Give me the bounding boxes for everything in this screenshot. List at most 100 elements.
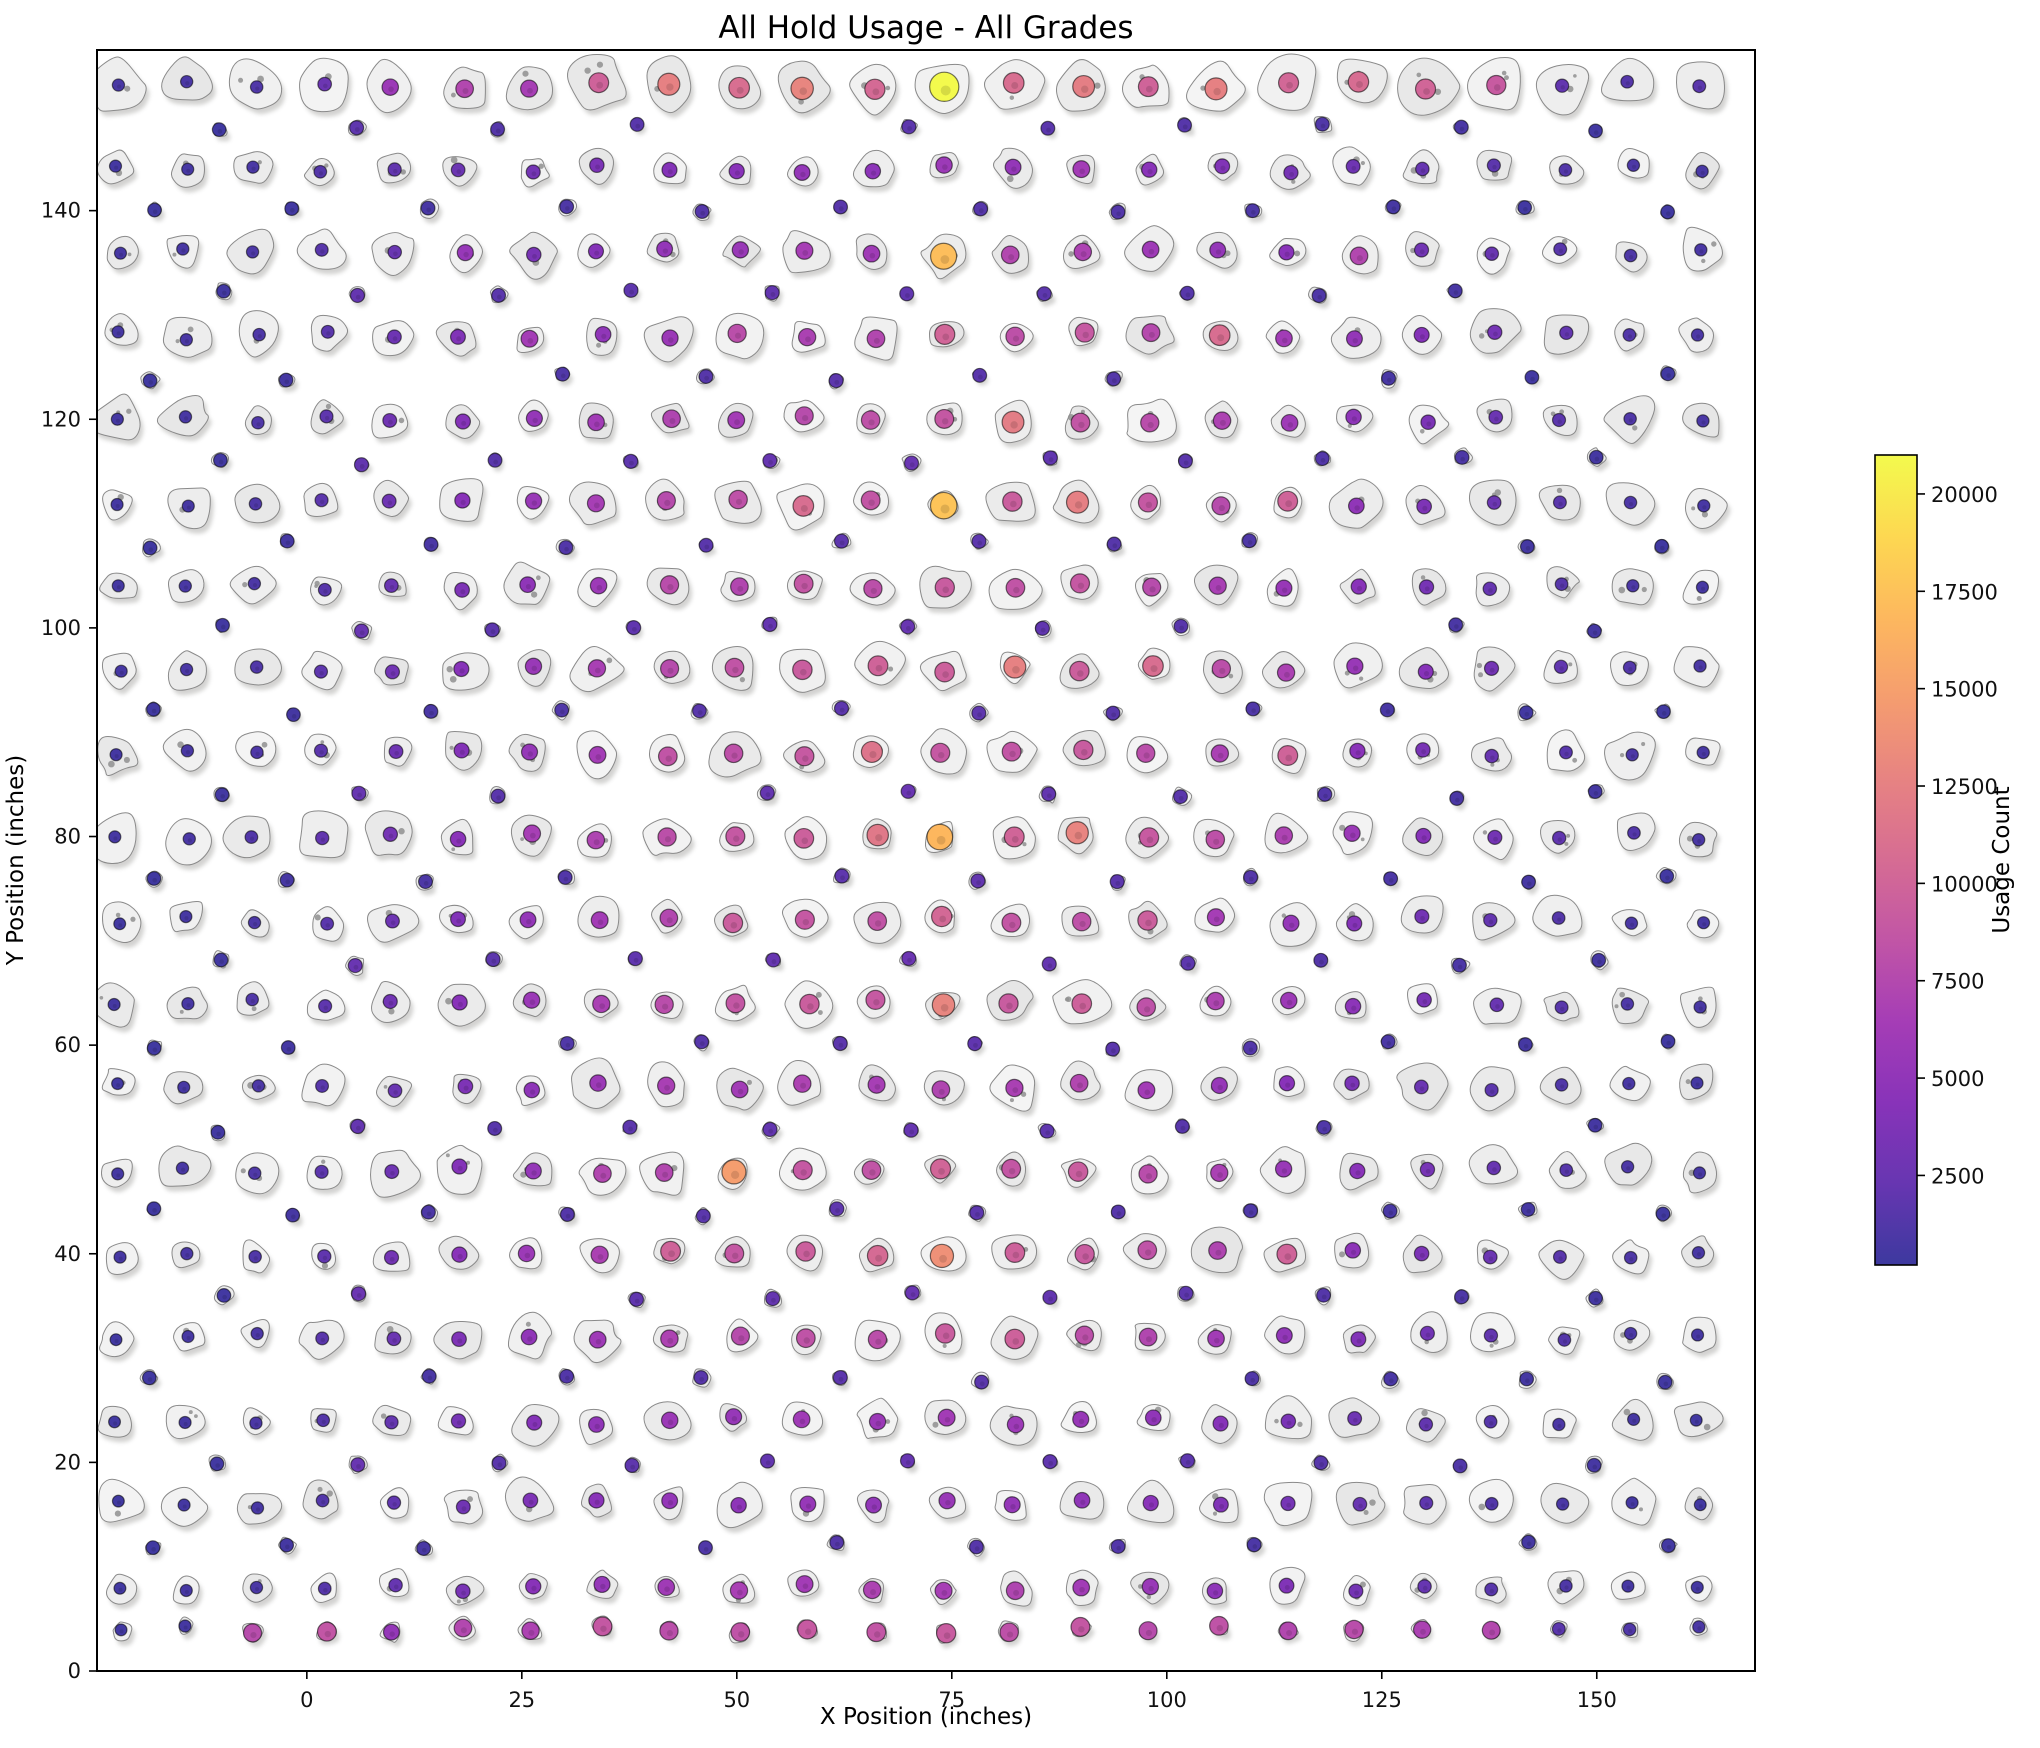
holds-layer xyxy=(98,53,1731,1649)
hold xyxy=(101,901,145,948)
usage-dot xyxy=(588,1416,605,1433)
usage-dot xyxy=(251,1079,266,1093)
usage-dot xyxy=(353,623,370,639)
hold xyxy=(166,235,202,274)
foot-hold xyxy=(1171,617,1193,641)
hold xyxy=(373,479,412,522)
usage-dot xyxy=(1144,1409,1162,1427)
usage-dot xyxy=(245,992,260,1007)
hold xyxy=(791,320,829,358)
hold xyxy=(98,1478,148,1528)
hold xyxy=(1209,1615,1231,1640)
usage-dot xyxy=(793,164,811,182)
hold xyxy=(1127,1479,1177,1528)
foot-hold xyxy=(211,122,231,142)
usage-dot xyxy=(656,240,674,258)
usage-dot xyxy=(998,993,1019,1014)
usage-dot xyxy=(1314,451,1330,467)
foot-hold xyxy=(692,1368,715,1393)
usage-dot xyxy=(1141,240,1160,259)
hold xyxy=(777,1059,824,1111)
foot-hold xyxy=(1178,285,1197,306)
hold xyxy=(379,1568,413,1602)
usage-dot xyxy=(691,703,707,719)
usage-dot xyxy=(792,1410,811,1429)
hold xyxy=(240,909,273,943)
usage-dot xyxy=(317,1581,332,1596)
hold xyxy=(99,1321,138,1362)
foot-hold xyxy=(690,703,712,725)
chart-title: All Hold Usage - All Grades xyxy=(718,10,1134,46)
foot-hold xyxy=(899,286,916,306)
hold xyxy=(1473,646,1519,697)
hold xyxy=(1273,486,1305,523)
usage-dot xyxy=(867,1329,888,1350)
hold xyxy=(646,567,693,610)
foot-hold xyxy=(970,532,992,554)
hold xyxy=(1064,405,1102,445)
hold xyxy=(989,1064,1038,1117)
usage-dot xyxy=(1349,742,1366,760)
foot-hold xyxy=(1313,450,1334,471)
x-tick-label: 150 xyxy=(1577,1688,1617,1712)
hold xyxy=(452,1073,485,1109)
usage-dot xyxy=(929,491,958,520)
hold xyxy=(719,155,755,190)
foot-hold xyxy=(1041,956,1059,975)
usage-dot xyxy=(147,202,162,218)
usage-dot xyxy=(142,540,158,556)
hold xyxy=(591,1615,615,1641)
hold xyxy=(1125,816,1172,863)
x-tick-label: 0 xyxy=(300,1688,313,1712)
foot-hold xyxy=(828,373,847,394)
usage-dot xyxy=(1280,413,1299,432)
usage-dot xyxy=(245,245,260,259)
usage-dot xyxy=(178,410,193,424)
usage-dot xyxy=(1620,1160,1635,1174)
hold xyxy=(1403,1483,1450,1530)
usage-dot xyxy=(491,1455,507,1471)
foot-hold xyxy=(551,700,573,726)
hold xyxy=(1546,566,1583,603)
hold xyxy=(1339,1152,1382,1195)
foot-hold xyxy=(485,951,506,972)
hold xyxy=(310,399,347,439)
usage-dot xyxy=(728,489,748,510)
hold xyxy=(1263,1237,1309,1277)
hold xyxy=(439,478,487,527)
hold xyxy=(854,316,901,366)
usage-dot xyxy=(590,1245,609,1265)
hold xyxy=(437,1406,477,1440)
hold xyxy=(781,1401,826,1441)
hold xyxy=(435,321,480,362)
usage-dot xyxy=(1484,748,1500,764)
usage-dot xyxy=(1316,1119,1332,1135)
usage-dot xyxy=(1345,408,1362,426)
hold xyxy=(1342,1574,1374,1611)
hold xyxy=(1333,1068,1373,1105)
foot-hold xyxy=(1655,866,1680,889)
foot-hold xyxy=(898,618,920,640)
usage-dot xyxy=(109,748,123,762)
hold xyxy=(299,810,352,863)
hold xyxy=(719,822,758,857)
usage-dot xyxy=(1071,911,1092,932)
hold xyxy=(1615,241,1651,277)
hold xyxy=(105,1242,142,1280)
hold xyxy=(1475,1576,1510,1609)
foot-hold xyxy=(1316,785,1338,807)
hold xyxy=(1685,737,1724,771)
usage-dot xyxy=(861,1160,882,1181)
usage-dot xyxy=(109,1333,123,1347)
usage-dot xyxy=(215,617,230,633)
foot-hold xyxy=(210,1124,229,1146)
usage-dot xyxy=(1345,158,1361,174)
hold xyxy=(1673,646,1723,693)
usage-dot xyxy=(451,1331,467,1348)
usage-dot xyxy=(1588,1290,1603,1306)
usage-dot xyxy=(1137,76,1159,98)
y-tick-label: 140 xyxy=(41,199,81,223)
usage-dot xyxy=(351,785,367,801)
hold xyxy=(98,982,138,1033)
